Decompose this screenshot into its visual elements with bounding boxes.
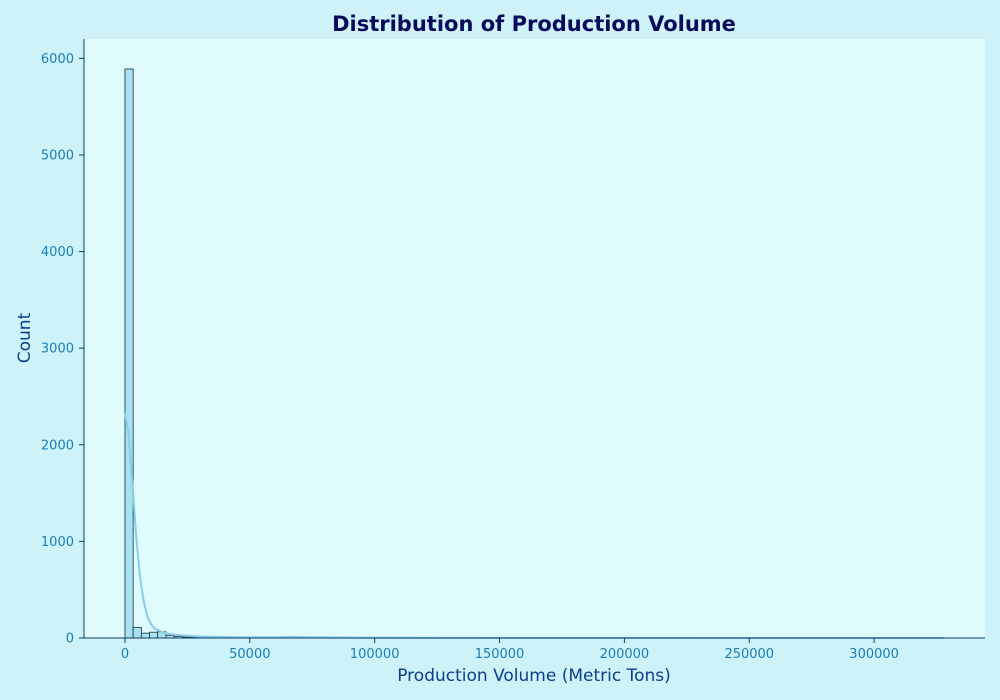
x-tick-label: 300000 (849, 647, 899, 662)
x-axis-label: Production Volume (Metric Tons) (397, 666, 671, 686)
histogram-bar (132, 626, 142, 639)
x-tick-label: 150000 (475, 647, 525, 662)
x-tick-label: 0 (121, 647, 129, 662)
x-tick-label: 100000 (350, 647, 400, 662)
x-tick-label: 250000 (724, 647, 774, 662)
y-tick-label: 1000 (41, 535, 74, 550)
x-tick-label: 200000 (600, 647, 650, 662)
y-axis-label: Count (15, 312, 35, 363)
y-tick-label: 6000 (41, 52, 74, 67)
x-axis-ticks: 0 50000 100000 150000 200000 250000 300000 (121, 638, 899, 662)
plot-area (84, 39, 985, 638)
x-tick-label: 50000 (229, 647, 270, 662)
y-tick-label: 2000 (41, 438, 74, 453)
y-tick-label: 5000 (41, 148, 74, 163)
histogram-bar (149, 631, 159, 639)
y-tick-label: 0 (66, 632, 74, 647)
y-tick-label: 4000 (41, 245, 74, 260)
histogram-bar (124, 68, 134, 639)
y-axis-ticks: 0 1000 2000 3000 4000 5000 6000 (41, 52, 84, 647)
histogram-bar (140, 632, 150, 639)
y-tick-label: 3000 (41, 342, 74, 357)
chart-title: Distribution of Production Volume (332, 12, 736, 36)
